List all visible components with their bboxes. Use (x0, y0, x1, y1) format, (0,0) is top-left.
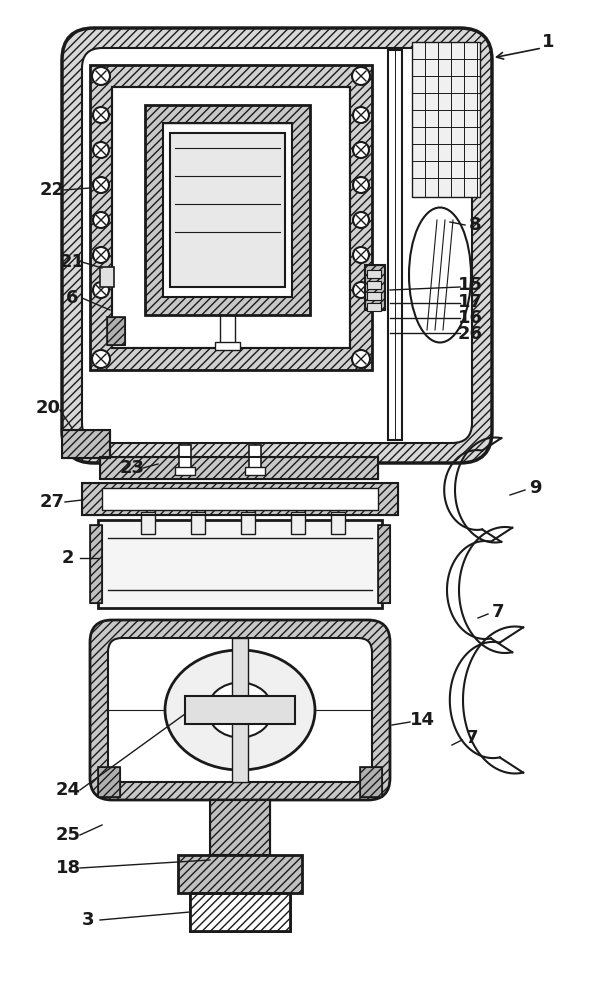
Bar (62, 430, 110, 458)
Circle shape (352, 67, 370, 85)
Circle shape (353, 177, 369, 193)
Text: 23: 23 (120, 459, 144, 477)
Text: 7: 7 (465, 729, 478, 747)
Bar (190, 893, 290, 931)
Bar (291, 512, 305, 534)
Circle shape (353, 142, 369, 158)
Circle shape (353, 282, 369, 298)
Bar (360, 767, 382, 797)
Circle shape (92, 67, 110, 85)
FancyBboxPatch shape (90, 620, 390, 800)
Circle shape (93, 247, 109, 263)
Bar (331, 512, 345, 534)
Bar (185, 696, 295, 724)
Bar (412, 42, 480, 197)
Bar (232, 638, 248, 782)
Bar (100, 457, 378, 479)
Circle shape (93, 212, 109, 228)
Ellipse shape (165, 650, 315, 770)
Bar (98, 520, 382, 608)
Text: 8: 8 (468, 216, 482, 234)
Bar (245, 467, 265, 475)
Bar (378, 525, 390, 603)
FancyBboxPatch shape (82, 48, 472, 443)
Bar (179, 445, 191, 470)
Text: 20: 20 (36, 399, 61, 417)
Bar (190, 893, 290, 931)
Bar (170, 133, 285, 287)
Circle shape (93, 142, 109, 158)
Bar (178, 855, 302, 893)
Bar (62, 430, 110, 458)
Text: 14: 14 (409, 711, 434, 729)
Bar (107, 317, 125, 345)
Bar (249, 445, 261, 470)
Bar (190, 893, 290, 931)
Bar (367, 270, 381, 278)
Bar (102, 488, 378, 510)
Bar (98, 767, 120, 797)
Bar (163, 123, 292, 297)
Bar (98, 767, 120, 797)
Bar (145, 105, 310, 315)
Text: 24: 24 (55, 781, 80, 799)
Text: 17: 17 (458, 293, 483, 311)
Bar (365, 265, 385, 310)
FancyBboxPatch shape (108, 638, 372, 782)
Bar (100, 267, 114, 287)
Bar (107, 317, 125, 345)
Bar (210, 800, 270, 855)
Text: 6: 6 (66, 289, 78, 307)
Circle shape (352, 350, 370, 368)
Text: 2: 2 (62, 549, 74, 567)
Bar (82, 483, 398, 515)
Bar (82, 483, 398, 515)
Circle shape (92, 350, 110, 368)
Bar (367, 292, 381, 300)
Bar (378, 525, 390, 603)
Bar (367, 303, 381, 311)
Ellipse shape (409, 208, 471, 342)
Bar (100, 457, 378, 479)
Text: 16: 16 (458, 309, 483, 327)
Text: 18: 18 (55, 859, 80, 877)
Text: 26: 26 (458, 325, 483, 343)
Bar (365, 265, 385, 310)
Bar (145, 105, 310, 315)
FancyBboxPatch shape (62, 28, 492, 463)
Circle shape (93, 107, 109, 123)
Bar (141, 512, 155, 534)
Bar (90, 65, 372, 370)
Bar (191, 512, 205, 534)
Bar (90, 525, 102, 603)
Text: 1: 1 (542, 33, 554, 51)
Text: 3: 3 (82, 911, 94, 929)
Bar (90, 525, 102, 603)
Bar (215, 342, 240, 350)
Circle shape (93, 177, 109, 193)
Bar (220, 315, 235, 345)
Text: 25: 25 (55, 826, 80, 844)
Text: 7: 7 (492, 603, 504, 621)
Bar (112, 87, 350, 348)
Bar (360, 767, 382, 797)
Bar (178, 855, 302, 893)
Text: 21: 21 (60, 253, 85, 271)
Text: 15: 15 (458, 276, 483, 294)
Bar (90, 65, 372, 370)
Bar (367, 281, 381, 289)
Text: 27: 27 (39, 493, 64, 511)
Bar (388, 50, 402, 440)
Ellipse shape (207, 682, 272, 738)
Text: 22: 22 (39, 181, 64, 199)
Bar (241, 512, 255, 534)
Bar (210, 800, 270, 855)
Text: 9: 9 (529, 479, 541, 497)
Bar (175, 467, 195, 475)
Bar (112, 87, 350, 348)
Circle shape (353, 212, 369, 228)
Circle shape (353, 107, 369, 123)
Circle shape (353, 247, 369, 263)
Circle shape (93, 282, 109, 298)
